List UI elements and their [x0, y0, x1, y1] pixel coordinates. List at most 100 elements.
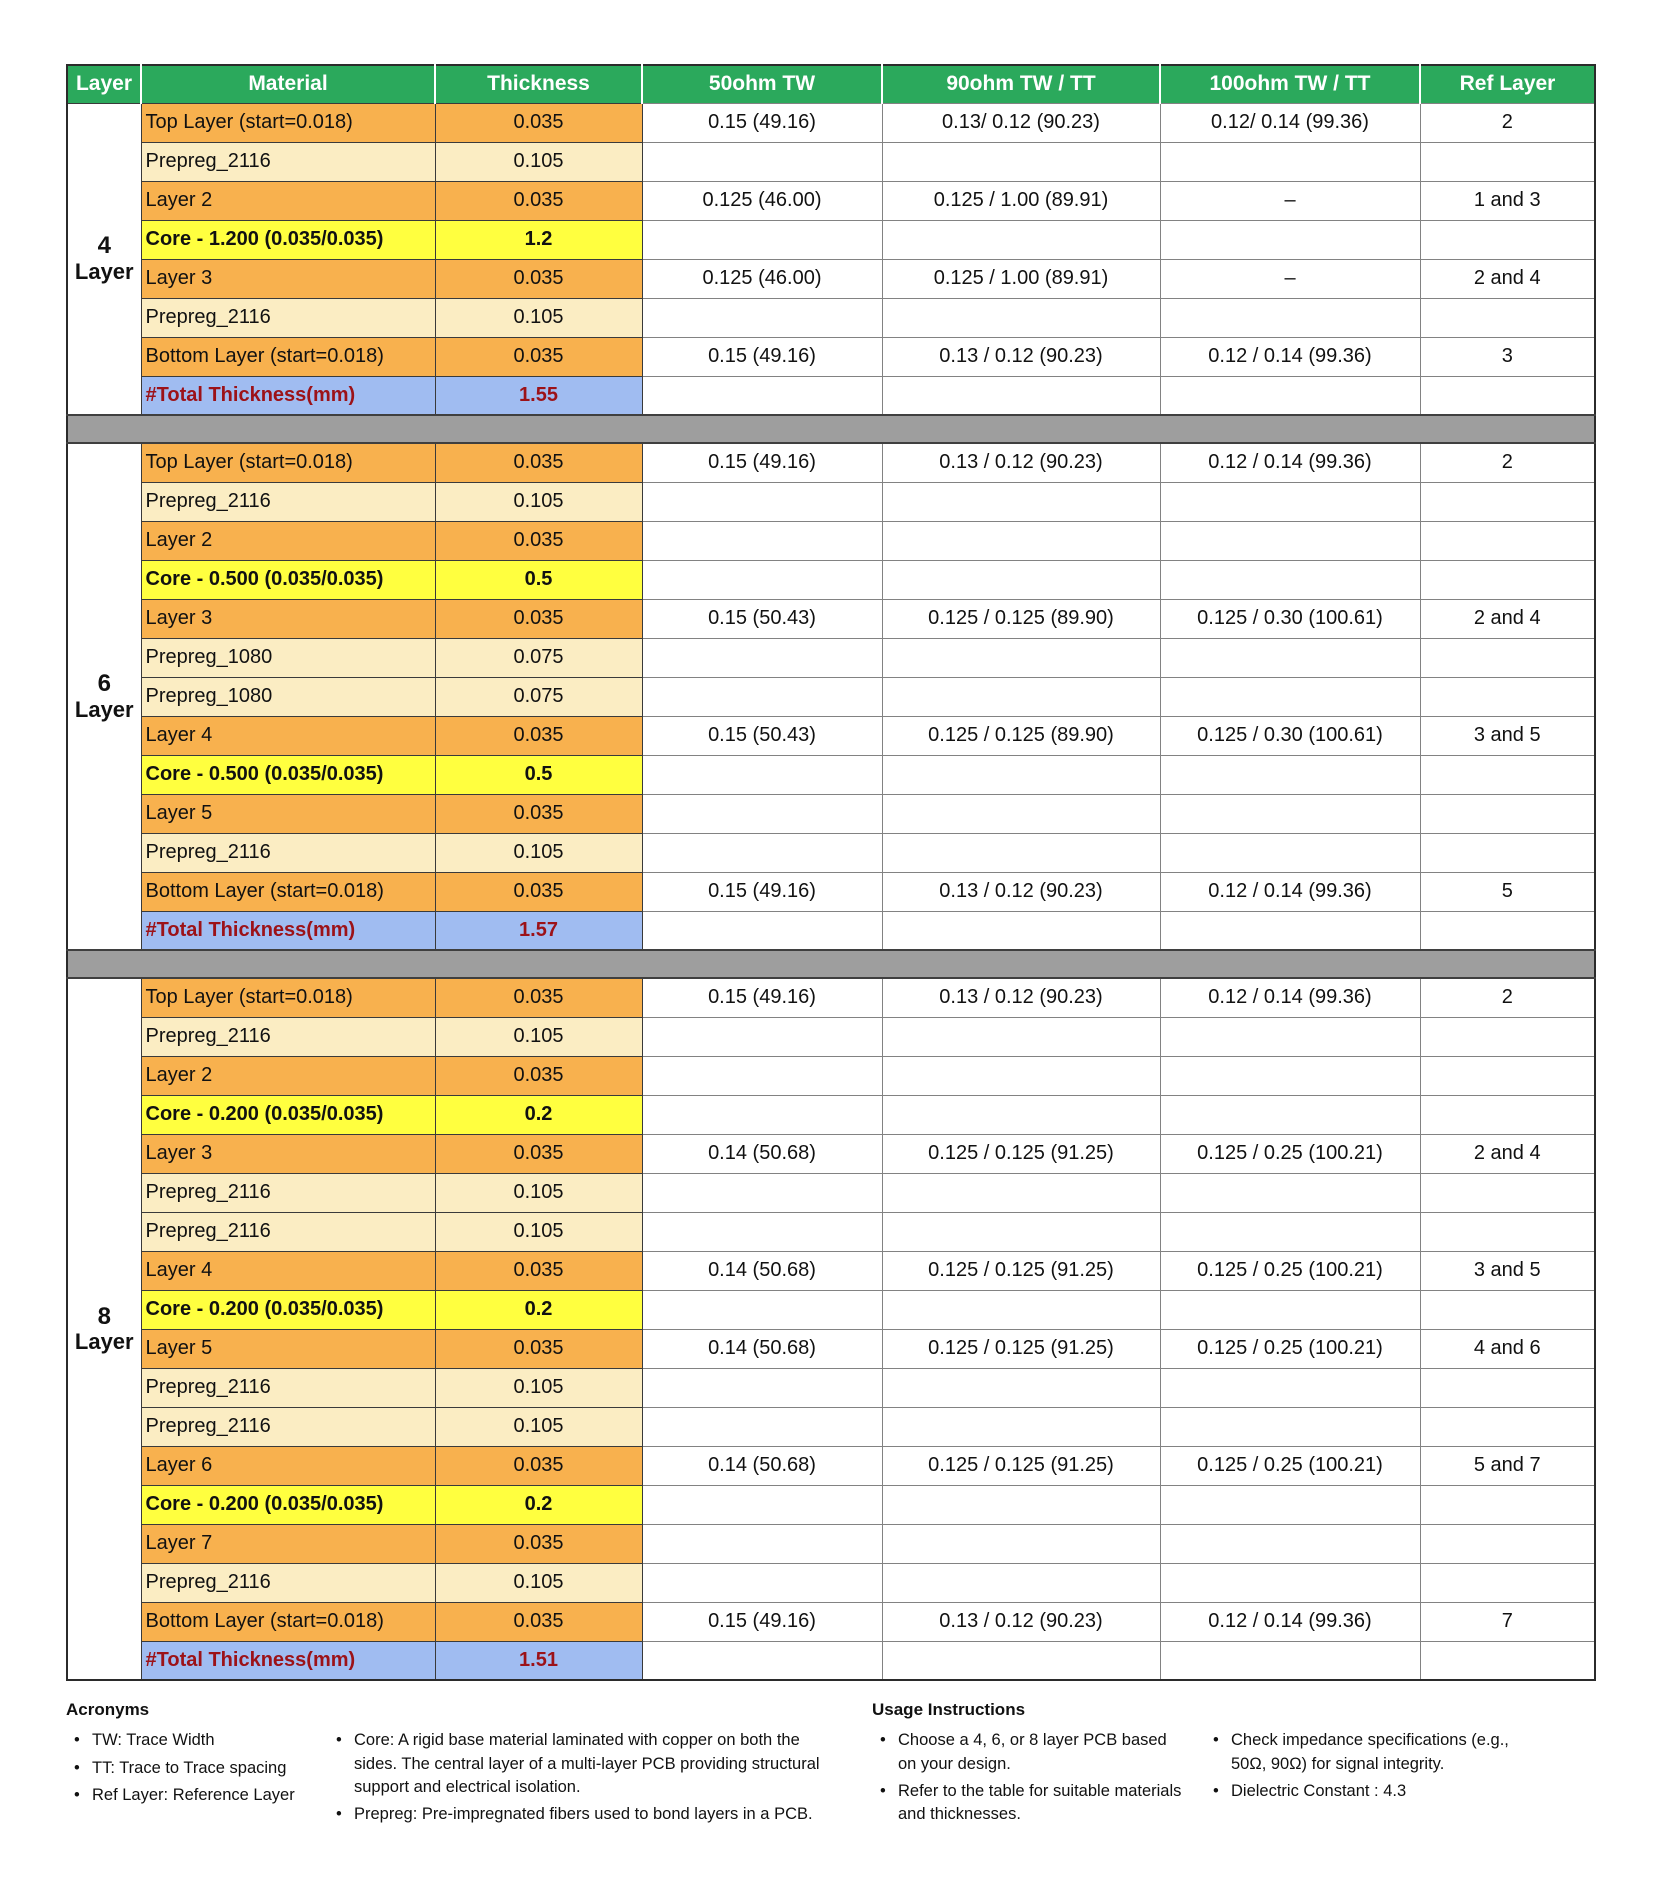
ohm90-cell — [881, 1016, 1161, 1057]
ohm100-cell: 0.125 / 0.30 (100.61) — [1159, 715, 1421, 756]
ohm100-cell: 0.12 / 0.14 (99.36) — [1159, 871, 1421, 912]
material-cell: Prepreg_1080 — [140, 676, 436, 717]
ohm100-cell: 0.12 / 0.14 (99.36) — [1159, 977, 1421, 1018]
ohm50-cell — [641, 375, 883, 416]
thickness-cell: 1.57 — [434, 910, 643, 951]
ohm50-cell: 0.15 (49.16) — [641, 102, 883, 143]
ohm100-cell — [1159, 1016, 1421, 1057]
material-cell: Prepreg_2116 — [140, 141, 436, 182]
material-cell: Layer 4 — [140, 715, 436, 756]
thickness-cell: 0.075 — [434, 676, 643, 717]
material-cell: Core - 0.200 (0.035/0.035) — [140, 1484, 436, 1525]
ref-cell — [1419, 1640, 1596, 1681]
material-cell: Core - 0.200 (0.035/0.035) — [140, 1289, 436, 1330]
ohm90-cell — [881, 1523, 1161, 1564]
ohm50-cell — [641, 1211, 883, 1252]
table-row: Core - 0.200 (0.035/0.035) 0.2 — [67, 1484, 1596, 1525]
table-row: Core - 0.500 (0.035/0.035) 0.5 — [67, 754, 1596, 795]
thickness-cell: 0.105 — [434, 1562, 643, 1603]
table-row: Layer 5 0.035 — [67, 793, 1596, 834]
section-layer-count: 8 — [97, 1302, 111, 1330]
thickness-cell: 1.55 — [434, 375, 643, 416]
section-layer-word: Layer — [74, 696, 134, 722]
section-divider-bar — [66, 949, 1596, 979]
ref-cell: 2 — [1419, 442, 1596, 483]
section-layer-word: Layer — [74, 258, 134, 284]
ref-cell — [1419, 520, 1596, 561]
footer-bullet-item: TT: Trace to Trace spacing — [66, 1757, 316, 1781]
ohm50-cell — [641, 1406, 883, 1447]
material-cell: Prepreg_2116 — [140, 1172, 436, 1213]
ohm100-cell — [1159, 1640, 1421, 1681]
table-row: Prepreg_2116 0.105 — [67, 1562, 1596, 1603]
thickness-cell: 0.5 — [434, 559, 643, 600]
ohm50-cell — [641, 1562, 883, 1603]
ohm90-cell — [881, 1406, 1161, 1447]
ohm90-cell — [881, 1211, 1161, 1252]
ohm50-cell — [641, 1289, 883, 1330]
ohm50-cell — [641, 1094, 883, 1135]
ohm90-cell: 0.13/ 0.12 (90.23) — [881, 102, 1161, 143]
ohm90-cell — [881, 297, 1161, 338]
ohm100-cell — [1159, 375, 1421, 416]
ohm90-cell: 0.125 / 1.00 (89.91) — [881, 180, 1161, 221]
material-cell: Core - 0.500 (0.035/0.035) — [140, 754, 436, 795]
table-row: Prepreg_2116 0.105 — [67, 1211, 1596, 1252]
ohm50-cell: 0.14 (50.68) — [641, 1445, 883, 1486]
material-cell: Layer 2 — [140, 1055, 436, 1096]
thickness-cell: 0.035 — [434, 442, 643, 483]
acronyms-list-right: Core: A rigid base material laminated wi… — [328, 1729, 828, 1831]
table-row: #Total Thickness(mm) 1.55 — [67, 375, 1596, 416]
ohm100-cell — [1159, 219, 1421, 260]
ohm50-cell — [641, 754, 883, 795]
ref-cell — [1419, 559, 1596, 600]
ohm90-cell — [881, 219, 1161, 260]
thickness-cell: 0.2 — [434, 1289, 643, 1330]
ohm90-cell — [881, 676, 1161, 717]
material-cell: Layer 4 — [140, 1250, 436, 1291]
column-header-50ohm-tw: 50ohm TW — [641, 65, 882, 103]
material-cell: Prepreg_1080 — [140, 637, 436, 678]
table-row: Layer 5 0.035 0.14 (50.68) 0.125 / 0.125 (9… — [67, 1328, 1596, 1369]
ohm50-cell: 0.15 (50.43) — [641, 715, 883, 756]
footer-bullet-item: Refer to the table for suitable material… — [872, 1780, 1187, 1827]
ref-cell — [1419, 1016, 1596, 1057]
material-cell: Prepreg_2116 — [140, 1367, 436, 1408]
footer-bullet-item: Dielectric Constant : 4.3 — [1205, 1780, 1510, 1804]
ohm90-cell: 0.125 / 0.125 (91.25) — [881, 1328, 1161, 1369]
usage-list-right: Check impedance specifications (e.g., 50… — [1205, 1729, 1510, 1831]
ref-cell: 3 and 5 — [1419, 1250, 1596, 1291]
ref-cell — [1419, 1289, 1596, 1330]
ohm100-cell — [1159, 481, 1421, 522]
ohm90-cell: 0.125 / 0.125 (91.25) — [881, 1133, 1161, 1174]
ohm50-cell: 0.15 (49.16) — [641, 871, 883, 912]
ohm100-cell: – — [1159, 180, 1421, 221]
table-row: Layer 6 0.035 0.14 (50.68) 0.125 / 0.125 (9… — [67, 1445, 1596, 1486]
ohm100-cell: 0.125 / 0.25 (100.21) — [1159, 1250, 1421, 1291]
ohm90-cell — [881, 1367, 1161, 1408]
ref-cell: 7 — [1419, 1601, 1596, 1642]
ohm100-cell — [1159, 676, 1421, 717]
ohm50-cell — [641, 1640, 883, 1681]
usage-columns: Choose a 4, 6, or 8 layer PCB based on y… — [872, 1729, 1632, 1831]
table-row: Layer 2 0.035 — [67, 520, 1596, 561]
acronyms-section: Acronyms TW: Trace Width TT: Trace to Tra… — [66, 1698, 826, 1831]
material-cell: Prepreg_2116 — [140, 1406, 436, 1447]
ref-cell — [1419, 1172, 1596, 1213]
ohm100-cell: 0.125 / 0.30 (100.61) — [1159, 598, 1421, 639]
table-row: Prepreg_2116 0.105 — [67, 832, 1596, 873]
table-row: #Total Thickness(mm) 1.51 — [67, 1640, 1596, 1681]
ohm90-cell — [881, 141, 1161, 182]
thickness-cell: 0.035 — [434, 598, 643, 639]
thickness-cell: 0.035 — [434, 1328, 643, 1369]
table-row: Prepreg_2116 0.105 — [67, 1406, 1596, 1447]
ohm100-cell — [1159, 637, 1421, 678]
ohm100-cell — [1159, 910, 1421, 951]
material-cell: Layer 3 — [140, 598, 436, 639]
ohm100-cell: 0.12 / 0.14 (99.36) — [1159, 336, 1421, 377]
header-row: Layer Material Thickness 50ohm TW 90ohm TW /… — [67, 65, 1595, 103]
material-cell: Layer 5 — [140, 793, 436, 834]
table-row: Prepreg_1080 0.075 — [67, 637, 1596, 678]
material-cell: Core - 0.200 (0.035/0.035) — [140, 1094, 436, 1135]
ohm90-cell: 0.13 / 0.12 (90.23) — [881, 336, 1161, 377]
